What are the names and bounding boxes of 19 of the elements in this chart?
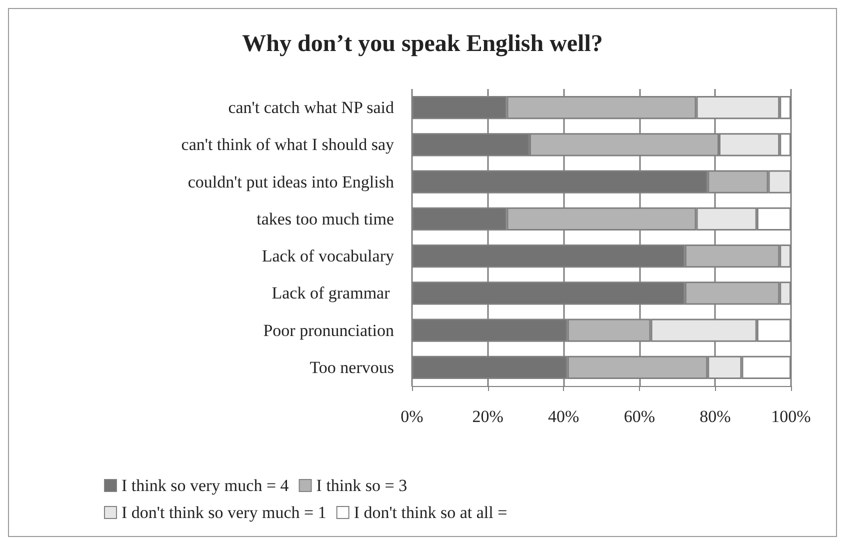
y-tick-label: couldn't put ideas into English: [188, 172, 394, 192]
x-tick-label: 20%: [472, 407, 504, 426]
legend-label: I think so = 3: [316, 476, 408, 495]
x-tick-label: 0%: [400, 407, 424, 426]
y-tick-label: Lack of vocabulary: [262, 246, 394, 266]
legend-label: I don't think so very much = 1: [122, 503, 326, 522]
legend-label: I don't think so at all =: [354, 503, 508, 522]
y-tick-label: can't catch what NP said: [228, 98, 394, 118]
x-tick-label: 100%: [771, 407, 811, 426]
legend-label: I think so very much = 4: [122, 476, 290, 495]
chart-title: Why don’t you speak English well?: [242, 31, 603, 57]
y-tick-label: takes too much time: [256, 209, 394, 228]
y-tick-label: can't think of what I should say: [181, 135, 394, 154]
x-tick-label: 60%: [624, 407, 655, 426]
y-tick-label: Poor pronunciation: [263, 320, 394, 340]
x-tick-label: 40%: [548, 407, 580, 426]
y-tick-label: Lack of grammar: [272, 284, 394, 303]
x-tick-label: 80%: [700, 407, 731, 426]
y-tick-label: Too nervous: [310, 358, 394, 377]
